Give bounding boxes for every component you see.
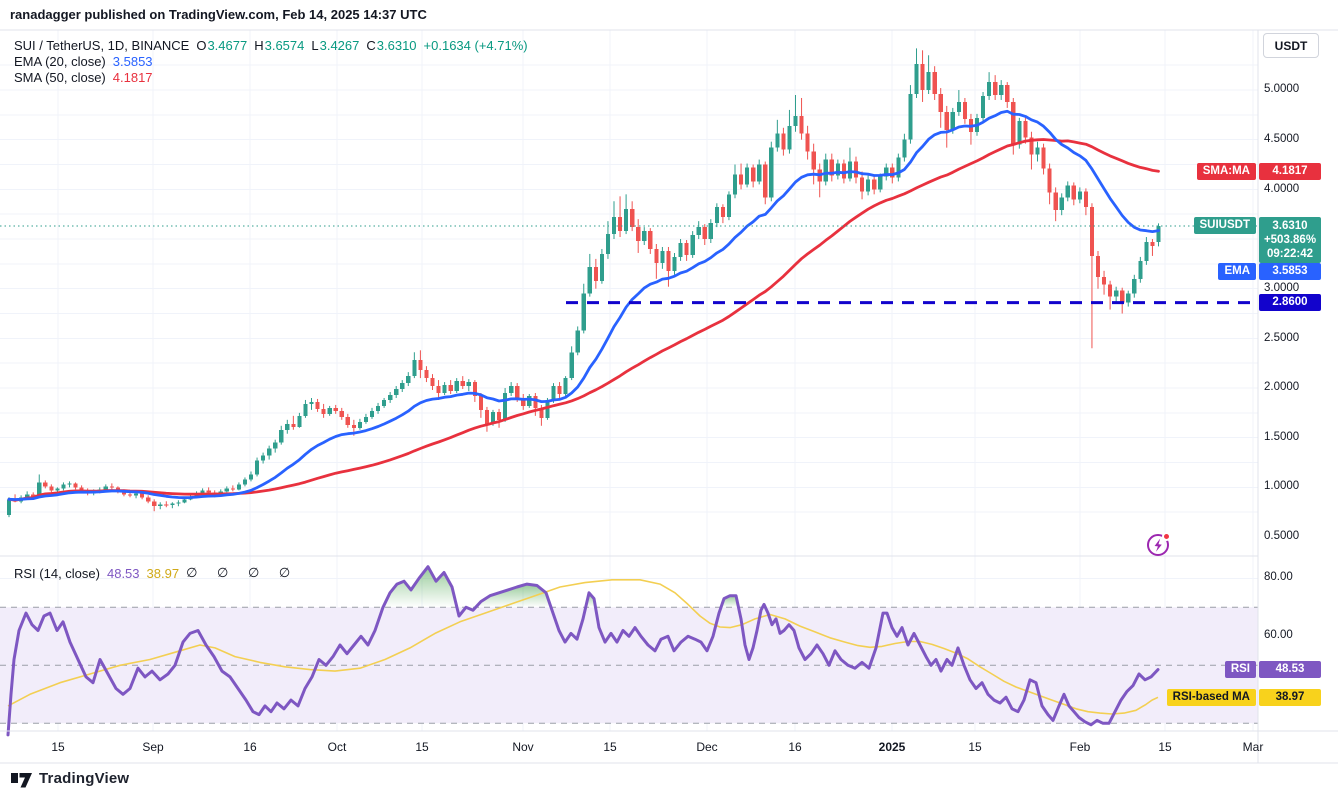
time-tick-label: 16 (243, 740, 257, 754)
ema-label: EMA (20, close) (14, 53, 106, 69)
ohlc-item: L 3.4267 (311, 37, 360, 53)
ema-legend-row[interactable]: EMA (20, close) 3.5853 (14, 53, 153, 69)
time-tick-label: 15 (968, 740, 982, 754)
rsi-ma-axis-tag: RSI-based MA (1166, 689, 1256, 706)
rsi-axis-value: 48.53 (1259, 661, 1321, 678)
tradingview-logo-icon (11, 773, 32, 788)
rsi-ma-axis-value: 38.97 (1259, 689, 1321, 706)
time-tick-label: 15 (51, 740, 65, 754)
time-tick-label: 16 (788, 740, 802, 754)
time-tick-label: Sep (142, 740, 164, 754)
lightning-spark-icon[interactable] (1147, 532, 1171, 556)
rsi-ma-value: 38.97 (146, 565, 180, 581)
price-tick-label: 1.5000 (1264, 431, 1300, 443)
ema-axis-tag: EMA (1218, 263, 1256, 280)
price-tick-label: 0.5000 (1264, 530, 1300, 542)
time-tick-label: Dec (696, 740, 718, 754)
price-tick-label: 4.0000 (1264, 183, 1300, 195)
symbol-axis-tag: SUIUSDT (1193, 217, 1256, 234)
price-tick-label: 4.5000 (1264, 133, 1300, 145)
symbol-legend-row[interactable]: SUI / TetherUS, 1D, BINANCE O 3.4677 H 3.65… (14, 37, 528, 53)
published-attribution: ranadagger published on TradingView.com,… (10, 7, 427, 22)
symbol-title: SUI / TetherUS, 1D, BINANCE (14, 37, 190, 53)
price-tick-label: 3.0000 (1264, 282, 1300, 294)
total-change-percent: +503.86% (1263, 234, 1317, 246)
rsi-tick-label: 80.00 (1264, 571, 1293, 583)
currency-toggle-button[interactable]: USDT (1263, 33, 1319, 58)
change-value: +0.1634 (+4.71%) (423, 37, 528, 53)
price-tick-label: 2.0000 (1264, 381, 1300, 393)
rsi-legend-row[interactable]: RSI (14, close) 48.53 38.97 ∅ ∅ ∅ ∅ (14, 565, 298, 581)
price-tick-label: 2.5000 (1264, 332, 1300, 344)
ohlc-item: C 3.6310 (366, 37, 417, 53)
countdown-timer: 09:22:42 (1266, 248, 1314, 260)
ema-axis-value: 3.5853 (1259, 263, 1321, 280)
time-tick-label: 15 (415, 740, 429, 754)
rsi-value: 48.53 (106, 565, 140, 581)
sma-axis-tag: SMA:MA (1196, 163, 1256, 180)
time-tick-label: Feb (1069, 740, 1091, 754)
support-level-axis-value: 2.8600 (1259, 294, 1321, 311)
sma-axis-value: 4.1817 (1259, 163, 1321, 180)
ohlc-item: O 3.4677 (196, 37, 248, 53)
sma-label: SMA (50, close) (14, 69, 106, 85)
time-tick-label: 15 (1158, 740, 1172, 754)
rsi-axis-tag: RSI (1224, 661, 1256, 678)
time-tick-label: Mar (1242, 740, 1264, 754)
time-tick-label: 15 (603, 740, 617, 754)
sma-value: 4.1817 (112, 69, 153, 85)
tradingview-logo[interactable]: TradingView (10, 768, 129, 788)
ohlc-values: O 3.4677 H 3.6574 L 3.4267 C 3.6310 (196, 38, 416, 53)
ohlc-item: H 3.6574 (254, 37, 305, 53)
price-tick-label: 1.0000 (1264, 480, 1300, 492)
time-tick-label: Nov (512, 740, 534, 754)
rsi-empty-inputs: ∅ ∅ ∅ ∅ (186, 565, 299, 580)
time-tick-label: 2025 (878, 740, 906, 754)
last-price: 3.6310 (1272, 220, 1308, 232)
tradingview-logo-text: TradingView (39, 769, 130, 787)
price-tick-label: 5.0000 (1264, 83, 1300, 95)
time-tick-label: Oct (327, 740, 347, 754)
rsi-tick-label: 60.00 (1264, 629, 1293, 641)
rsi-title: RSI (14, close) (14, 565, 100, 581)
last-price-axis-badge: 3.6310 +503.86% 09:22:42 (1259, 217, 1321, 263)
ema-value: 3.5853 (112, 53, 153, 69)
sma-legend-row[interactable]: SMA (50, close) 4.1817 (14, 69, 153, 85)
